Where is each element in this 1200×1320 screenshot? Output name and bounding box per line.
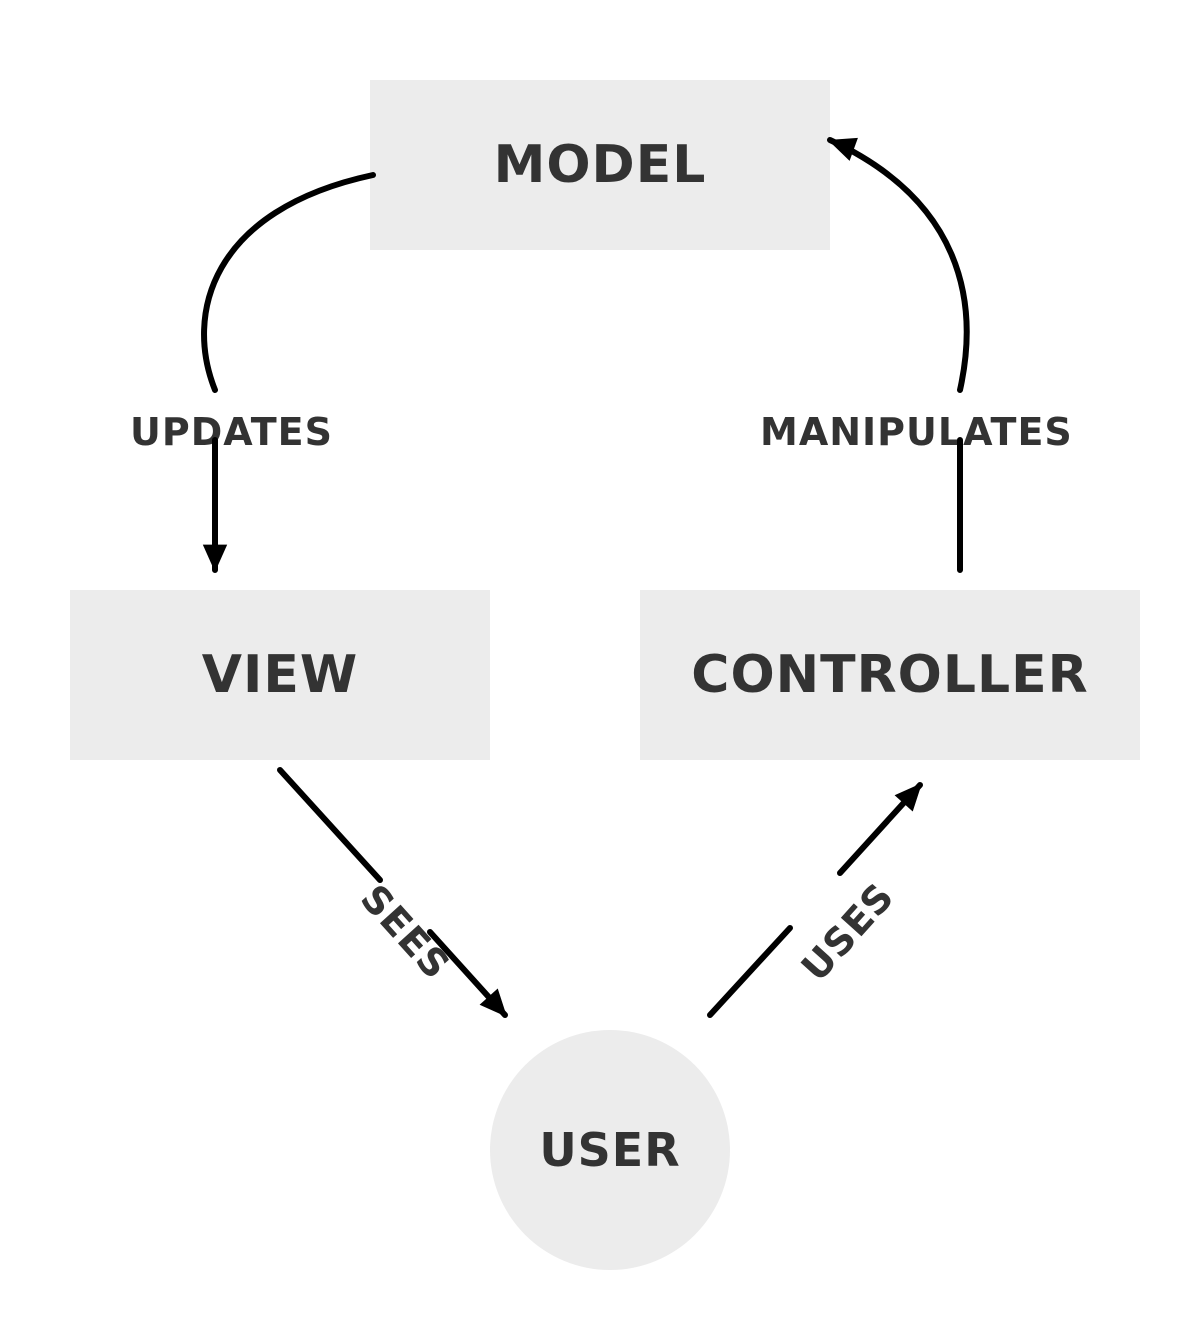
node-user-label: USER <box>539 1123 680 1177</box>
node-user: USER <box>490 1030 730 1270</box>
node-view-label: VIEW <box>202 645 358 705</box>
node-model-label: MODEL <box>494 135 707 195</box>
edge-label-updates: UPDATES <box>130 410 333 454</box>
node-view: VIEW <box>70 590 490 760</box>
edge-label-manipulates: MANIPULATES <box>760 410 1073 454</box>
node-controller: CONTROLLER <box>640 590 1140 760</box>
edge-label-uses: USES <box>793 874 903 989</box>
node-controller-label: CONTROLLER <box>691 645 1088 705</box>
node-model: MODEL <box>370 80 830 250</box>
edge-label-sees: SEES <box>352 876 459 988</box>
mvc-diagram: MODEL VIEW CONTROLLER USER UPDATES MANIP… <box>0 0 1200 1320</box>
